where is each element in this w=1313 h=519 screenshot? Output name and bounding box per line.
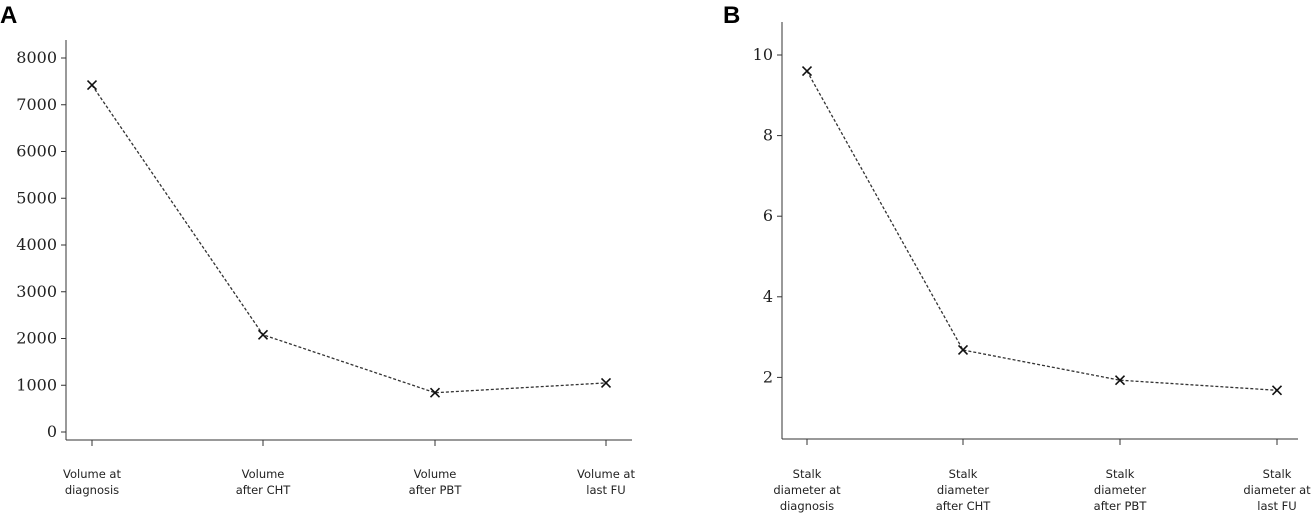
b-category-label: Stalk diameter at diagnosis [773, 467, 841, 513]
a-category-label-line: Volume [414, 467, 457, 481]
b-data-point-marker [1271, 385, 1283, 396]
a-y-tick-label: 8000 [16, 48, 57, 67]
b-category-label-line: Stalk [1106, 467, 1135, 481]
a-category-label: Volume at last FU [577, 467, 635, 497]
a-y-tick-label: 6000 [16, 142, 57, 161]
b-category-label-line: Stalk [949, 467, 978, 481]
b-y-tick-label: 2 [763, 367, 773, 386]
b-category-label-line: after CHT [936, 499, 992, 513]
a-category-label-line: after CHT [236, 483, 292, 497]
a-category-label-line: Volume at [577, 467, 635, 481]
a-category-label-line: Volume at [63, 467, 121, 481]
a-y-tick-label: 7000 [16, 95, 57, 114]
a-data-point-marker [600, 377, 612, 388]
b-category-label-line: after PBT [1094, 499, 1148, 513]
a-data-point-marker [429, 387, 441, 398]
b-data-point-marker [1114, 375, 1126, 386]
b-category-label: Stalk diameter after PBT [1094, 467, 1148, 513]
b-category-label-line: diameter at [773, 483, 841, 497]
a-category-label-line: last FU [586, 483, 625, 497]
panel-b-chart: B 2 4 6 8 10 Stalk diameter at diagnosis Stalk di… [723, 2, 1311, 513]
b-category-label: Stalk diameter after CHT [936, 467, 992, 513]
a-y-tick-label: 4000 [16, 235, 57, 254]
a-category-label: Volume after CHT [236, 467, 292, 497]
a-category-label-line: Volume [242, 467, 285, 481]
b-y-tick-label: 8 [763, 126, 773, 145]
b-category-label: Stalk diameter at last FU [1243, 467, 1311, 513]
a-category-label-line: after PBT [409, 483, 463, 497]
a-series-line [91, 84, 607, 394]
panel-a-label: A [0, 2, 17, 29]
a-y-tick-label: 0 [47, 422, 57, 441]
a-category-label: Volume at diagnosis [63, 467, 121, 497]
b-data-point-marker [957, 344, 969, 356]
a-y-tick-label: 1000 [16, 375, 57, 394]
a-data-point-marker [86, 80, 98, 91]
b-y-tick-label: 4 [763, 287, 773, 306]
b-category-label-line: diagnosis [780, 499, 834, 513]
a-y-tick-label: 5000 [16, 188, 57, 207]
panel-a-chart: A 0 1000 2000 3000 4000 5000 6000 7000 8000 Volum… [0, 2, 635, 497]
b-y-tick-label: 10 [753, 45, 773, 64]
b-series-line [806, 70, 1278, 391]
b-category-label-line: diameter [937, 483, 989, 497]
a-category-label-line: diagnosis [65, 483, 119, 497]
a-data-point-marker [257, 329, 269, 340]
b-category-label-line: Stalk [793, 467, 822, 481]
b-data-point-marker [801, 66, 813, 77]
a-category-label: Volume after PBT [409, 467, 463, 497]
b-category-label-line: last FU [1257, 499, 1296, 513]
b-category-label-line: diameter at [1243, 483, 1311, 497]
b-category-label-line: diameter [1094, 483, 1146, 497]
a-y-tick-label: 2000 [16, 329, 57, 348]
panel-b-label: B [723, 2, 740, 29]
b-y-tick-label: 6 [763, 206, 773, 225]
b-category-label-line: Stalk [1263, 467, 1292, 481]
a-y-tick-label: 3000 [16, 282, 57, 301]
